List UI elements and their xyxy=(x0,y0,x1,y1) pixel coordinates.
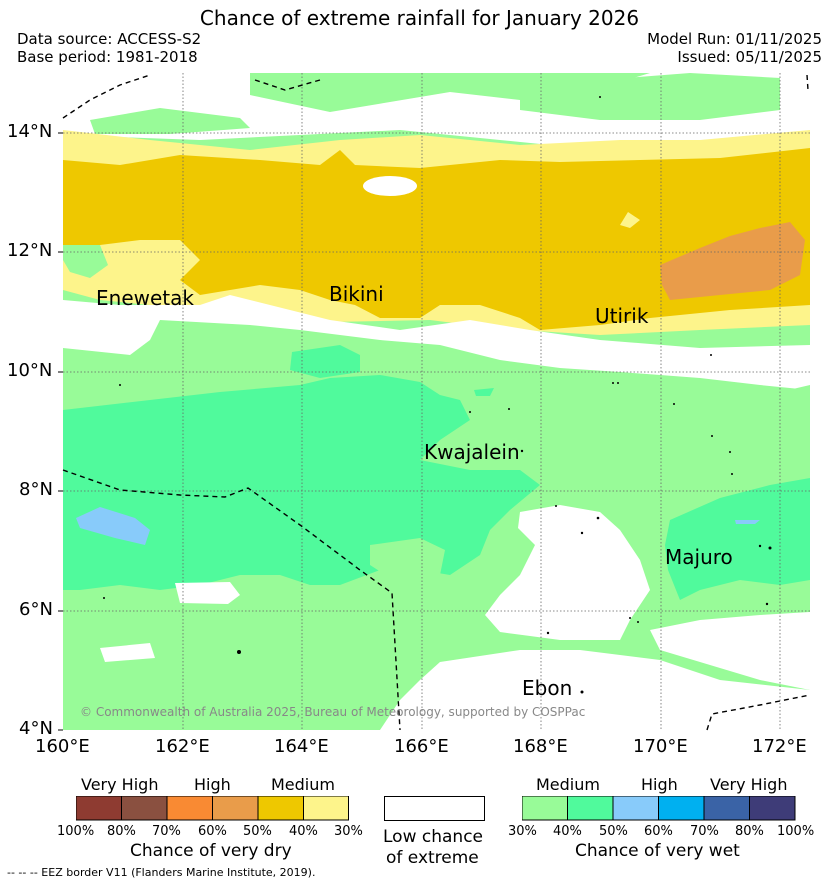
lat-label-12n: 12°N xyxy=(7,240,53,261)
lon-label-170e: 170°E xyxy=(633,736,688,757)
lat-label-10n: 10°N xyxy=(7,360,53,381)
map-fields xyxy=(63,73,810,730)
field-low-south-central xyxy=(485,505,650,640)
low-chance-swatch xyxy=(384,796,485,821)
dry-swatch-100-80 xyxy=(76,796,122,821)
low-chance-line2: of extreme xyxy=(386,848,479,868)
place-enewetak: Enewetak xyxy=(96,286,194,310)
copyright-text: © Commonwealth of Australia 2025, Bureau… xyxy=(80,705,586,719)
field-wet-ne-patch xyxy=(520,73,780,120)
field-low-sw-2 xyxy=(100,643,155,662)
dry-cat-medium: Medium xyxy=(271,775,335,794)
field-low-hole xyxy=(363,176,417,196)
dry-pct-80: 80% xyxy=(107,824,136,839)
lat-label-4n: 4°N xyxy=(19,718,53,739)
wet-pct-80: 80% xyxy=(735,824,764,839)
wet-swatch-50-60 xyxy=(612,796,659,821)
dry-swatch-60-50 xyxy=(212,796,259,821)
dry-cat-high: High xyxy=(194,775,231,794)
lat-label-14n: 14°N xyxy=(7,121,53,142)
field-low-middle xyxy=(63,295,810,390)
lon-label-168e: 168°E xyxy=(513,736,568,757)
low-chance-line1: Low chance xyxy=(383,827,483,847)
wet-cat-high: High xyxy=(641,775,678,794)
place-majuro: Majuro xyxy=(665,545,733,569)
wet-pct-40: 40% xyxy=(553,824,582,839)
field-dry-high xyxy=(660,222,805,300)
map-grid xyxy=(63,73,810,730)
wet-swatch-80-100 xyxy=(749,796,796,821)
field-wet-medium-high-west xyxy=(63,375,540,590)
lon-label-166e: 166°E xyxy=(394,736,449,757)
wet-cat-medium: Medium xyxy=(536,775,600,794)
lon-label-164e: 164°E xyxy=(274,736,329,757)
dry-legend-title: Chance of very dry xyxy=(130,841,292,861)
field-dry-speck xyxy=(620,212,640,228)
dry-pct-40: 40% xyxy=(289,824,318,839)
field-wet-west-patch xyxy=(63,245,108,278)
dry-colorbar xyxy=(76,796,349,821)
dry-pct-50: 50% xyxy=(243,824,272,839)
lon-label-162e: 162°E xyxy=(155,736,210,757)
field-wet-high-speck xyxy=(735,520,760,524)
lon-label-160e: 160°E xyxy=(35,736,90,757)
wet-pct-30: 30% xyxy=(508,824,537,839)
dry-swatch-70-60 xyxy=(166,796,213,821)
dry-pct-70: 70% xyxy=(152,824,181,839)
dry-swatch-80-70 xyxy=(121,796,168,821)
wet-swatch-60-70 xyxy=(658,796,705,821)
field-wet-medium-high-speck xyxy=(474,388,494,396)
dry-pct-30: 30% xyxy=(334,824,363,839)
wet-pct-70: 70% xyxy=(690,824,719,839)
dry-swatch-40-30 xyxy=(303,796,349,821)
place-ebon: Ebon xyxy=(522,676,573,700)
field-wet-high xyxy=(76,507,150,545)
dry-pct-100: 100% xyxy=(57,824,95,839)
field-wet-medium-inner xyxy=(370,538,445,578)
islands xyxy=(103,96,772,694)
wet-pct-60: 60% xyxy=(644,824,673,839)
lat-label-6n: 6°N xyxy=(19,599,53,620)
map-title: Chance of extreme rainfall for January 2… xyxy=(199,6,640,30)
data-source-text: Data source: ACCESS-S2 xyxy=(17,30,202,48)
field-low-south xyxy=(380,650,810,730)
field-dry-medium xyxy=(63,148,810,330)
dry-swatch-50-40 xyxy=(257,796,304,821)
wet-pct-50: 50% xyxy=(599,824,628,839)
lat-label-8n: 8°N xyxy=(19,479,53,500)
wet-colorbar xyxy=(522,796,796,821)
eez-borders xyxy=(62,74,811,731)
wet-legend-title: Chance of very wet xyxy=(575,841,740,861)
place-bikini: Bikini xyxy=(329,282,384,306)
field-wet-north-patch xyxy=(90,108,250,134)
field-wet-medium-high-patch xyxy=(290,345,360,378)
wet-pct-100: 100% xyxy=(777,824,815,839)
axis-ticks xyxy=(58,132,63,731)
wet-swatch-30-40 xyxy=(522,796,568,821)
field-low-sw-1 xyxy=(175,582,240,604)
base-period-text: Base period: 1981-2018 xyxy=(17,48,198,66)
model-run-text: Model Run: 01/11/2025 xyxy=(647,30,822,48)
eez-footer-note: -- -- -- EEZ border V11 (Flanders Marine… xyxy=(7,866,316,879)
field-wet-east-patch xyxy=(780,385,810,404)
dry-cat-very-high: Very High xyxy=(81,775,159,794)
field-low-se xyxy=(650,612,810,690)
wet-cat-very-high: Very High xyxy=(710,775,788,794)
field-wet-medium-high-east xyxy=(665,478,810,600)
wet-swatch-70-80 xyxy=(703,796,750,821)
place-kwajalein: Kwajalein xyxy=(424,440,520,464)
lon-label-172e: 172°E xyxy=(752,736,807,757)
place-utirik: Utirik xyxy=(595,304,649,328)
dry-pct-60: 60% xyxy=(198,824,227,839)
wet-swatch-40-50 xyxy=(567,796,614,821)
issued-text: Issued: 05/11/2025 xyxy=(677,48,822,66)
